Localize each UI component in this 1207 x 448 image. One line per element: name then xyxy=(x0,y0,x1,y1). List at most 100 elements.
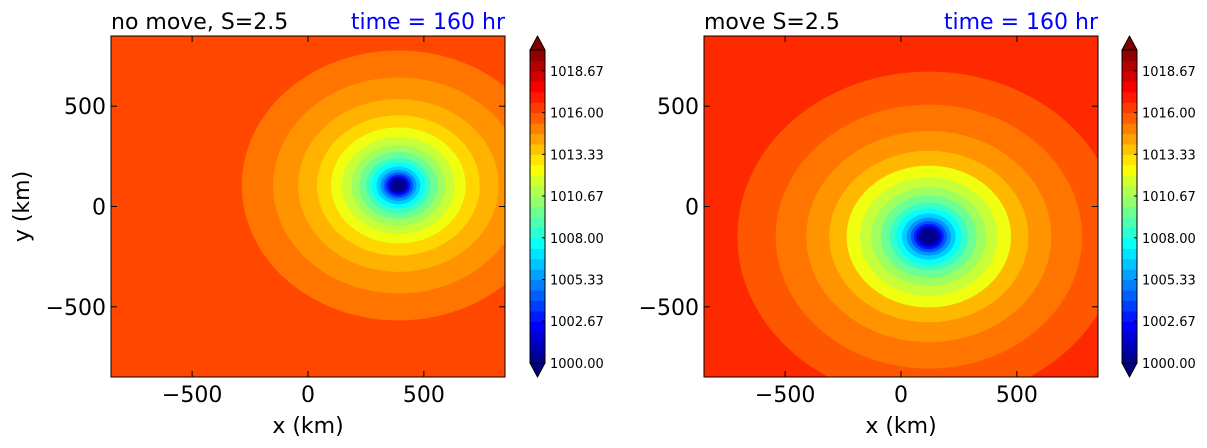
colorbar-bin xyxy=(1122,352,1137,364)
colorbar-bin xyxy=(530,237,545,249)
colorbar-tick-label: 1002.67 xyxy=(1142,315,1196,330)
colorbar-bin xyxy=(530,258,545,270)
colorbar-bin xyxy=(530,206,545,218)
panel-title: no move, S=2.5 xyxy=(111,10,288,35)
contour-level-16 xyxy=(920,228,938,245)
colorbar-tick-label: 1013.33 xyxy=(1142,148,1196,163)
colorbar-bin xyxy=(1122,279,1137,291)
colorbar-bin xyxy=(1122,112,1137,124)
colorbar: 1000.00 1002.67 1005.33 1008.00 1010.67 1013.… xyxy=(529,34,604,379)
colorbar-bin xyxy=(530,196,545,208)
colorbar-bin xyxy=(1122,175,1137,187)
y-axis-label: y (km) xyxy=(10,171,35,242)
colorbar-bin xyxy=(530,143,545,155)
colorbar-tick-label: 1018.67 xyxy=(550,65,604,80)
colorbar-bin xyxy=(530,175,545,187)
colorbar-bin xyxy=(1122,133,1137,145)
colorbar-tick-label: 1008.00 xyxy=(1142,232,1196,247)
colorbar-bin xyxy=(1122,91,1137,103)
colorbar-bin xyxy=(1122,248,1137,260)
colorbar-tick-label: 1008.00 xyxy=(550,232,604,247)
colorbar-bin xyxy=(530,248,545,260)
colorbar-bin xyxy=(1122,154,1137,166)
colorbar-bin xyxy=(530,310,545,322)
y-tick-label: 500 xyxy=(64,95,106,120)
colorbar-extend-min xyxy=(529,362,546,379)
pressure-field xyxy=(111,36,505,377)
colorbar-tick-label: 1005.33 xyxy=(550,274,604,289)
colorbar-bin xyxy=(1122,60,1137,72)
colorbar-bin xyxy=(1122,342,1137,354)
contour-level-16 xyxy=(391,179,406,192)
colorbar-bin xyxy=(530,102,545,114)
colorbar-bin xyxy=(530,81,545,93)
x-tick-label: 500 xyxy=(996,383,1038,408)
colorbar-bin xyxy=(1122,310,1137,322)
y-tick-label: −500 xyxy=(639,296,699,321)
colorbar-bin xyxy=(530,289,545,301)
colorbar-bin xyxy=(530,70,545,82)
colorbar-bin xyxy=(530,60,545,72)
colorbar-bin xyxy=(530,216,545,228)
colorbar-tick-label: 1010.67 xyxy=(550,190,604,205)
colorbar-tick-label: 1002.67 xyxy=(550,315,604,330)
y-tick-label: 0 xyxy=(685,196,699,221)
x-tick-label: 0 xyxy=(301,383,315,408)
x-tick-label: 0 xyxy=(894,383,908,408)
y-tick-label: 0 xyxy=(92,196,106,221)
colorbar-bin xyxy=(530,123,545,135)
colorbar: 1000.00 1002.67 1005.33 1008.00 1010.67 1013.… xyxy=(1121,34,1196,379)
colorbar-bin xyxy=(530,154,545,166)
colorbar-bin xyxy=(530,185,545,197)
colorbar-bin xyxy=(1122,50,1137,62)
x-axis-label: x (km) xyxy=(272,414,343,439)
colorbar-bin xyxy=(530,300,545,312)
colorbar-bin xyxy=(1122,227,1137,239)
y-tick-label: −500 xyxy=(46,296,106,321)
colorbar-bin xyxy=(530,227,545,239)
colorbar-bin xyxy=(530,164,545,176)
colorbar-bin xyxy=(1122,185,1137,197)
colorbar-bin xyxy=(1122,258,1137,270)
colorbar-bin xyxy=(530,279,545,291)
x-axis-label: x (km) xyxy=(865,414,936,439)
colorbar-tick-label: 1016.00 xyxy=(1142,107,1196,122)
y-tick-label: 500 xyxy=(657,95,699,120)
colorbar-tick-label: 1013.33 xyxy=(550,148,604,163)
colorbar-frame xyxy=(1121,49,1138,364)
colorbar-bin xyxy=(530,50,545,62)
colorbar-extend-max xyxy=(529,34,546,51)
colorbar-bin xyxy=(530,112,545,124)
pressure-field xyxy=(704,36,1098,377)
colorbar-bin xyxy=(530,269,545,281)
x-tick-label: −500 xyxy=(755,383,815,408)
colorbar-bin xyxy=(1122,143,1137,155)
colorbar-tick-label: 1005.33 xyxy=(1142,274,1196,289)
colorbar-bin xyxy=(530,321,545,333)
colorbar-tick-label: 1000.00 xyxy=(1142,357,1196,372)
colorbar-bin xyxy=(1122,321,1137,333)
colorbar-bin xyxy=(1122,216,1137,228)
colorbar-bin xyxy=(1122,237,1137,249)
colorbar-bin xyxy=(1122,300,1137,312)
colorbar-bin xyxy=(1122,331,1137,343)
colorbar-bin xyxy=(1122,70,1137,82)
panel-time-label: time = 160 hr xyxy=(351,10,506,35)
colorbar-bin xyxy=(1122,81,1137,93)
colorbar-tick-label: 1000.00 xyxy=(550,357,604,372)
colorbar-bin xyxy=(1122,164,1137,176)
colorbar-bin xyxy=(530,331,545,343)
colorbar-tick-label: 1018.67 xyxy=(1142,65,1196,80)
colorbar-frame xyxy=(529,49,546,364)
colorbar-extend-min xyxy=(1121,362,1138,379)
colorbar-bin xyxy=(530,133,545,145)
colorbar-bin xyxy=(530,91,545,103)
colorbar-bin xyxy=(1122,206,1137,218)
panel-title: move S=2.5 xyxy=(704,10,840,35)
panel-no-move: −500 0 500 −500 0 500 x (km) y (km) no move, S=2… xyxy=(10,10,604,439)
colorbar-bin xyxy=(530,342,545,354)
colorbar-tick-label: 1016.00 xyxy=(550,107,604,122)
colorbar-bin xyxy=(1122,289,1137,301)
colorbar-bin xyxy=(1122,123,1137,135)
